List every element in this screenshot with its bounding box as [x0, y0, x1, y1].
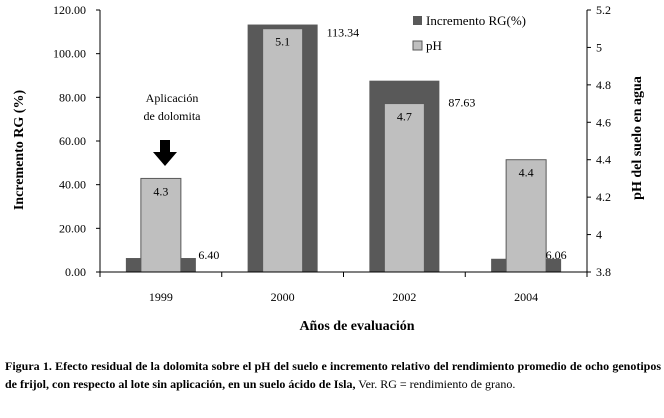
label-rg-1999: 6.40 [198, 248, 219, 262]
y-left-tick-label: 40.00 [59, 178, 86, 192]
label-ph-1999: 4.3 [153, 184, 168, 198]
legend-swatch-rg [413, 16, 422, 25]
legend-label-ph: pH [426, 38, 442, 53]
y-left-tick-label: 80.00 [59, 90, 86, 104]
rg-bars [125, 24, 562, 272]
y-right-tick-label: 4.6 [596, 115, 611, 129]
bar-ph-2004 [505, 159, 547, 273]
caption-tail: Ver. RG = rendimiento de grano. [358, 377, 516, 391]
label-rg-2002: 87.63 [448, 96, 475, 110]
y-left-tick-label: 0.00 [65, 265, 86, 279]
label-ph-2004: 4.4 [519, 166, 534, 180]
legend: Incremento RG(%) pH [412, 13, 526, 53]
legend-swatch-ph [412, 40, 423, 51]
category-label-2000: 2000 [271, 290, 295, 304]
y-right-tick-label: 5.2 [596, 3, 611, 17]
left-axis-ticks: 0.00 20.00 40.00 60.00 80.00 100.00 120.00 [53, 3, 100, 279]
y-left-tick-label: 60.00 [59, 134, 86, 148]
figure-caption: Figura 1. Efecto residual de la dolomita… [5, 357, 661, 393]
value-labels: 4.3 6.40 5.1 113.34 4.7 87.63 4.4 6.06 [153, 26, 566, 262]
y-right-tick-label: 4.4 [596, 153, 611, 167]
right-axis-ticks: 3.8 4 4.2 4.4 4.6 4.8 5 5.2 [587, 3, 611, 279]
y-right-tick-label: 4.2 [596, 190, 611, 204]
y-left-tick-label: 20.00 [59, 221, 86, 235]
y-left-axis-title: Incremento RG (%) [12, 90, 27, 211]
annotation-arrow-icon [153, 140, 177, 166]
y-left-tick-label: 100.00 [53, 47, 86, 61]
bar-ph-2000 [262, 28, 304, 273]
category-label-2002: 2002 [392, 290, 416, 304]
annotation: Aplicación de dolomita [144, 91, 202, 166]
y-right-tick-label: 5 [596, 40, 602, 54]
y-right-tick-label: 3.8 [596, 265, 611, 279]
category-label-2004: 2004 [514, 290, 538, 304]
caption-body: Efecto residual de la dolomita sobre el … [5, 359, 661, 391]
legend-label-rg: Incremento RG(%) [426, 13, 526, 28]
ph-bars [140, 28, 547, 273]
x-axis-title: Años de evaluación [299, 319, 414, 334]
label-rg-2000: 113.34 [327, 26, 360, 40]
y-right-tick-label: 4.8 [596, 78, 611, 92]
chart: 0.00 20.00 40.00 60.00 80.00 100.00 120.00 3.8… [12, 3, 645, 334]
caption-lead: Figura 1. [5, 359, 52, 373]
category-labels: 1999 2000 2002 2004 [149, 290, 538, 304]
y-right-axis-title: pH del suelo en agua [630, 76, 645, 200]
label-ph-2002: 4.7 [397, 110, 412, 124]
bar-ph-2002 [383, 103, 425, 273]
annotation-line-2: de dolomita [144, 109, 202, 123]
y-right-tick-label: 4 [596, 228, 602, 242]
label-ph-2000: 5.1 [275, 35, 290, 49]
label-rg-2004: 6.06 [546, 248, 567, 262]
y-left-tick-label: 120.00 [53, 3, 86, 17]
category-label-1999: 1999 [149, 290, 173, 304]
annotation-line-1: Aplicación [146, 91, 199, 105]
